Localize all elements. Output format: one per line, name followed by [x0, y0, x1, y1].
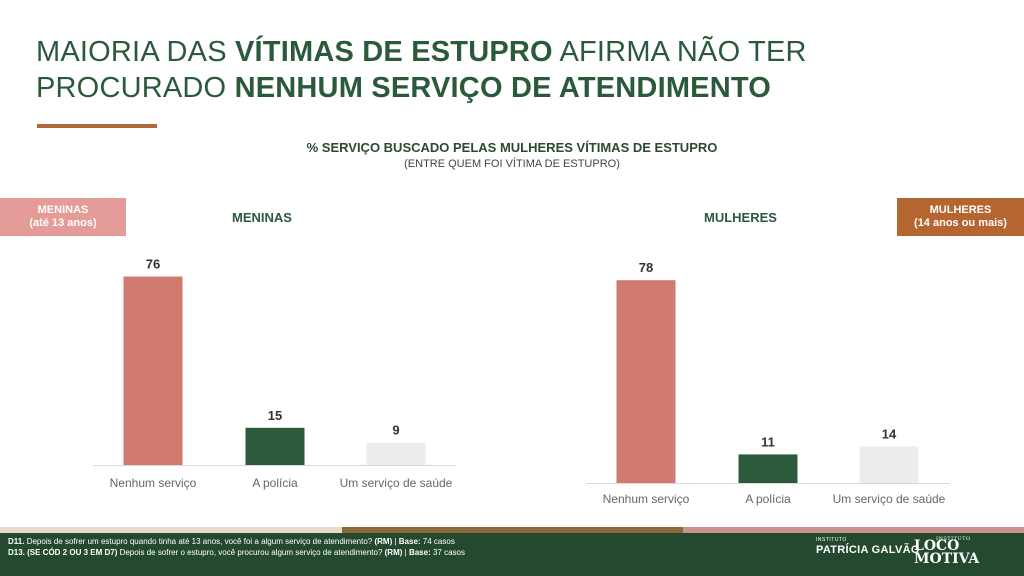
stripe-brown — [342, 527, 683, 533]
category-label: Um serviço de saúde — [340, 476, 453, 490]
footnote-d13: D13. (SE CÓD 2 OU 3 EM D7) Depois de sof… — [8, 548, 465, 557]
chart-mulheres: 78 Nenhum serviço 11 A polícia 14 Um serviço … — [586, 260, 950, 506]
logo2-instituto: INSTITUTO — [936, 536, 971, 542]
tag-mulheres: MULHERES (14 anos ou mais) — [897, 198, 1024, 236]
panel-title-meninas: MENINAS — [232, 210, 292, 225]
logo1-instituto: INSTITUTO — [816, 537, 847, 543]
category-label: A polícia — [745, 492, 791, 506]
chart-meninas: 76 Nenhum serviço 15 A polícia 9 Um serviço d… — [93, 257, 456, 490]
tag-meninas-age: (até 13 anos) — [29, 217, 97, 229]
logo2-line1: LOCO — [914, 538, 960, 554]
bar-servico-saude — [366, 442, 426, 465]
panel-title-mulheres: MULHERES — [704, 210, 777, 225]
value-label: 76 — [146, 257, 160, 272]
bar-nenhum-servico — [616, 280, 676, 483]
chart-title: % SERVIÇO BUSCADO PELAS MULHERES VÍTIMAS… — [306, 140, 718, 155]
logo-patricia-galvao: INSTITUTO PATRÍCIA GALVÃO — [816, 537, 920, 556]
logo-locomotiva: INSTITUTO LOCO MOTIVA — [914, 536, 979, 566]
value-label: 9 — [392, 423, 399, 438]
tag-meninas: MENINAS (até 13 anos) — [0, 198, 126, 236]
tag-meninas-label: MENINAS — [37, 204, 89, 216]
stripe-beige — [0, 527, 342, 533]
bar-policia — [245, 427, 305, 465]
value-label: 78 — [639, 260, 653, 275]
category-label: Nenhum serviço — [110, 476, 197, 490]
slide-title: MAIORIA DAS VÍTIMAS DE ESTUPRO AFIRMA NÃ… — [36, 34, 936, 106]
value-label: 15 — [268, 408, 282, 423]
value-label: 11 — [761, 434, 775, 449]
bar-charts: 76 Nenhum serviço 15 A polícia 9 Um serviço d… — [93, 257, 950, 506]
stripe-rose — [683, 527, 1024, 533]
category-label: A polícia — [252, 476, 298, 490]
footnote-d11: D11. Depois de sofrer um estupro quando … — [8, 537, 455, 546]
chart-subtitle: (ENTRE QUEM FOI VÍTIMA DE ESTUPRO) — [404, 158, 620, 170]
category-label: Nenhum serviço — [603, 492, 690, 506]
title-line-2: PROCURADO NENHUM SERVIÇO DE ATENDIMENTO — [36, 72, 772, 104]
tag-mulheres-age: (14 anos ou mais) — [914, 217, 1007, 229]
title-line-1: MAIORIA DAS VÍTIMAS DE ESTUPRO AFIRMA NÃ… — [36, 36, 807, 68]
value-label: 14 — [882, 427, 897, 442]
bar-policia — [738, 454, 798, 483]
category-label: Um serviço de saúde — [833, 492, 946, 506]
logo2-line2: MOTIVA — [914, 551, 980, 567]
tag-mulheres-label: MULHERES — [929, 204, 992, 216]
logo1-name: PATRÍCIA GALVÃO — [816, 544, 920, 556]
bar-nenhum-servico — [123, 276, 183, 465]
bar-servico-saude — [859, 446, 919, 483]
footer-bar — [0, 533, 1024, 576]
title-underline — [37, 124, 157, 128]
